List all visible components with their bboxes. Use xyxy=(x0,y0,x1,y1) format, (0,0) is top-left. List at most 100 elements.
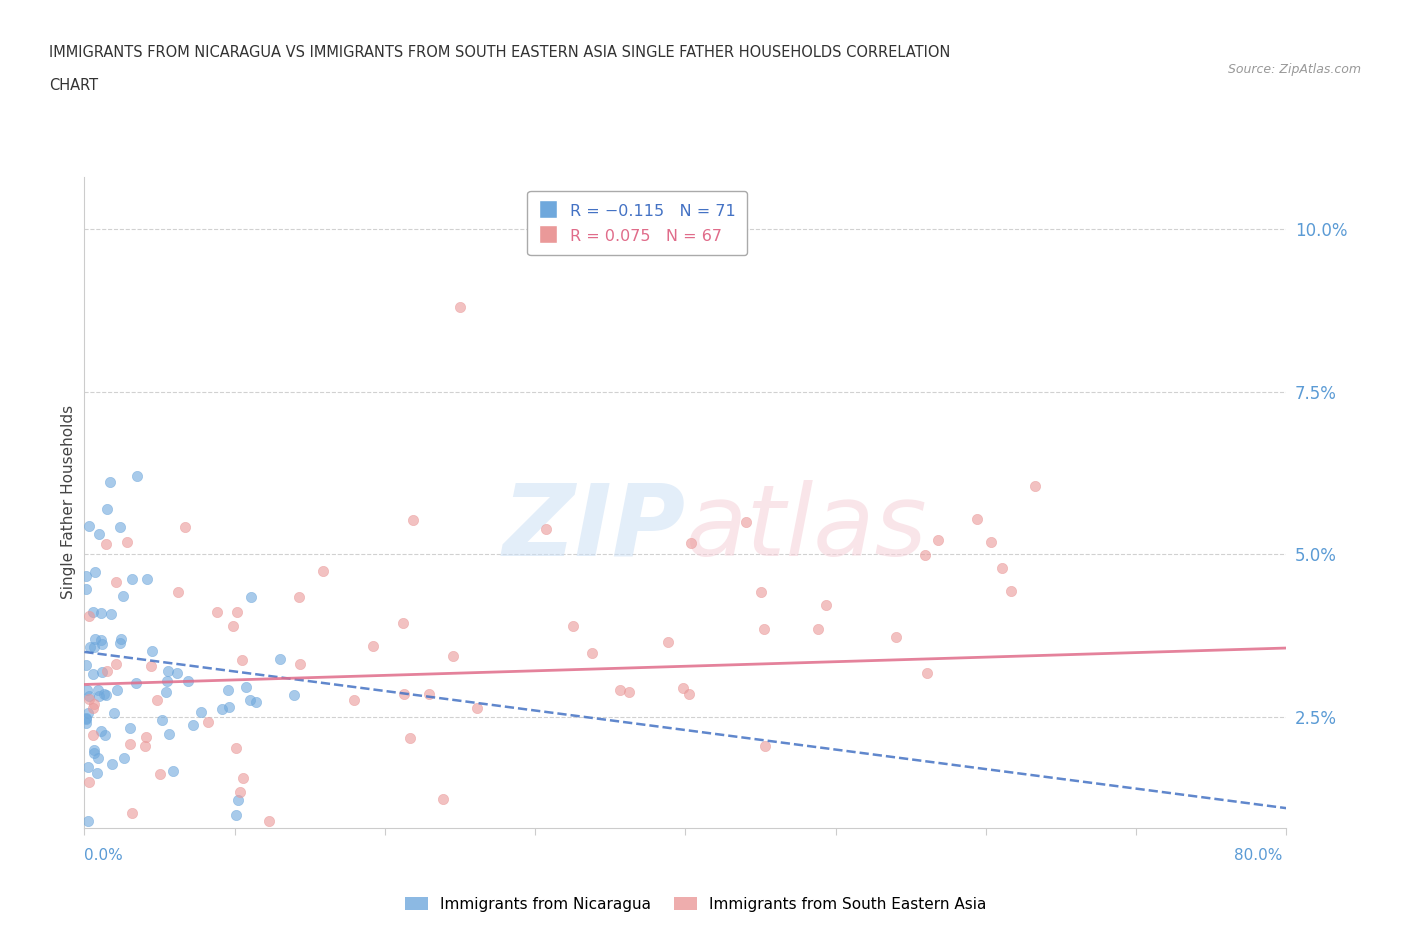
Point xyxy=(239,693,262,708)
Point xyxy=(108,636,131,651)
Point xyxy=(218,699,240,714)
Point xyxy=(343,693,366,708)
Point xyxy=(118,737,141,751)
Point xyxy=(98,474,121,489)
Point xyxy=(239,590,262,604)
Point xyxy=(121,806,143,821)
Point xyxy=(82,700,104,715)
Point xyxy=(105,657,128,671)
Point xyxy=(152,712,174,727)
Point xyxy=(190,705,212,720)
Point xyxy=(87,751,110,765)
Point xyxy=(79,640,101,655)
Point xyxy=(222,618,245,633)
Point xyxy=(752,622,775,637)
Point xyxy=(156,673,179,688)
Point xyxy=(205,604,228,619)
Point xyxy=(159,726,181,741)
Point xyxy=(581,646,603,661)
Point xyxy=(148,766,170,781)
Point xyxy=(806,622,828,637)
Point xyxy=(91,636,114,651)
Point xyxy=(90,632,112,647)
Point xyxy=(399,730,422,745)
Point xyxy=(166,666,188,681)
Point xyxy=(76,706,98,721)
Point xyxy=(84,565,107,580)
Point xyxy=(225,807,247,822)
Point xyxy=(181,718,204,733)
Point xyxy=(441,649,464,664)
Point xyxy=(211,701,233,716)
Point xyxy=(914,548,936,563)
Point xyxy=(93,686,115,701)
Point xyxy=(96,663,118,678)
Point xyxy=(176,673,198,688)
Point xyxy=(991,560,1014,575)
Point xyxy=(77,519,100,534)
Point xyxy=(226,604,249,619)
Point xyxy=(657,634,679,649)
Point xyxy=(235,680,257,695)
Point xyxy=(141,658,163,673)
Point xyxy=(94,688,117,703)
Legend: Immigrants from Nicaragua, Immigrants from South Eastern Asia: Immigrants from Nicaragua, Immigrants fr… xyxy=(399,890,993,918)
Point xyxy=(394,686,416,701)
Text: CHART: CHART xyxy=(49,78,98,93)
Point xyxy=(83,640,105,655)
Point xyxy=(146,692,169,707)
Point xyxy=(734,514,756,529)
Point xyxy=(174,519,197,534)
Point xyxy=(77,691,100,706)
Point xyxy=(83,697,105,711)
Point xyxy=(90,724,112,738)
Point xyxy=(162,764,184,778)
Point xyxy=(75,716,97,731)
Point xyxy=(749,584,772,599)
Point xyxy=(562,618,585,633)
Point xyxy=(115,535,138,550)
Text: IMMIGRANTS FROM NICARAGUA VS IMMIGRANTS FROM SOUTH EASTERN ASIA SINGLE FATHER HO: IMMIGRANTS FROM NICARAGUA VS IMMIGRANTS … xyxy=(49,46,950,60)
Point xyxy=(134,738,156,753)
Point xyxy=(245,695,267,710)
Point xyxy=(105,683,128,698)
Point xyxy=(110,631,132,646)
Point xyxy=(915,665,938,680)
Point xyxy=(77,689,100,704)
Point xyxy=(77,775,100,790)
Point xyxy=(392,616,415,631)
Point xyxy=(536,522,558,537)
Text: 0.0%: 0.0% xyxy=(84,848,124,863)
Point xyxy=(269,652,291,667)
Point xyxy=(103,706,125,721)
Text: atlas: atlas xyxy=(686,480,927,577)
Point xyxy=(89,688,111,703)
Point xyxy=(672,681,695,696)
Point xyxy=(100,756,122,771)
Point xyxy=(226,792,249,807)
Point xyxy=(94,537,117,551)
Point xyxy=(77,814,100,829)
Point xyxy=(288,657,311,671)
Text: Source: ZipAtlas.com: Source: ZipAtlas.com xyxy=(1227,63,1361,76)
Point xyxy=(135,572,157,587)
Point xyxy=(96,501,118,516)
Point xyxy=(287,590,309,604)
Point xyxy=(141,644,163,658)
Point xyxy=(815,598,838,613)
Point xyxy=(232,770,254,785)
Point xyxy=(86,765,108,780)
Point xyxy=(312,564,335,578)
Point xyxy=(84,631,107,646)
Point xyxy=(76,682,98,697)
Point xyxy=(229,785,252,800)
Point xyxy=(927,533,949,548)
Point xyxy=(197,714,219,729)
Point xyxy=(225,741,247,756)
Point xyxy=(75,581,97,596)
Point xyxy=(87,683,110,698)
Point xyxy=(125,469,148,484)
Point xyxy=(82,728,104,743)
Point xyxy=(125,675,148,690)
Point xyxy=(90,664,112,679)
